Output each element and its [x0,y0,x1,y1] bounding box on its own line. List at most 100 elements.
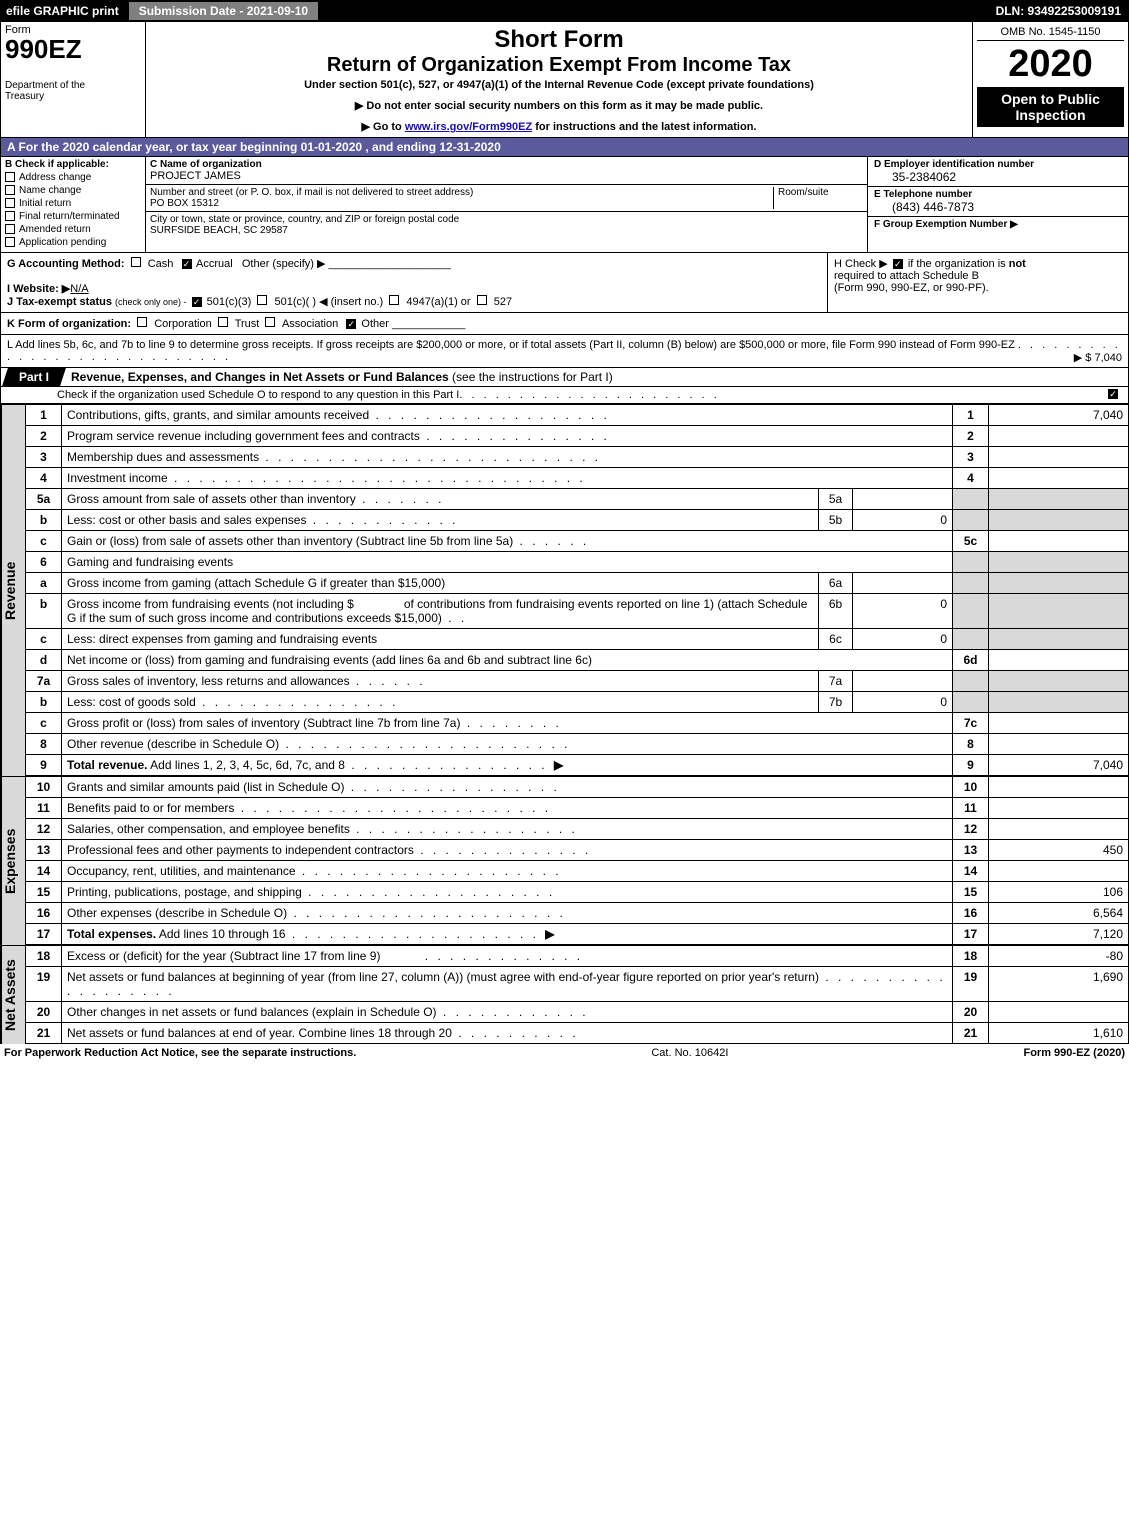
checkbox-icon [5,185,15,195]
chk-initial-return[interactable]: Initial return [5,198,141,209]
checkbox-icon[interactable] [477,295,487,305]
chk-final-return[interactable]: Final return/terminated [5,211,141,222]
top-bar: efile GRAPHIC print Submission Date - 20… [0,0,1129,22]
line-6c: cLess: direct expenses from gaming and f… [26,629,1129,650]
line-amt: 7,040 [989,755,1129,776]
short-form: Short Form [152,26,966,54]
checkbox-icon[interactable] [137,317,147,327]
footer-right-form: 990-EZ [1054,1047,1090,1059]
chk-label: Address change [19,172,91,183]
sub-amt [853,671,953,692]
hint2-suffix: for instructions and the latest informat… [532,121,756,133]
line-text: Gross amount from sale of assets other t… [67,492,356,506]
addr-label: Number and street (or P. O. box, if mail… [150,187,773,198]
checkbox-icon[interactable] [257,295,267,305]
city-label: City or town, state or province, country… [150,214,863,225]
hint-ssn: ▶ Do not enter social security numbers o… [152,99,966,112]
checkbox-icon [5,198,15,208]
irs-link[interactable]: www.irs.gov/Form990EZ [405,121,532,133]
footer-right: Form 990-EZ (2020) [1023,1047,1125,1059]
box-c-label: C Name of organization [150,159,863,170]
checkbox-checked-icon[interactable]: ✓ [182,259,192,269]
line-14: 14Occupancy, rent, utilities, and mainte… [26,861,1129,882]
header-title-cell: Short Form Return of Organization Exempt… [146,22,973,137]
checkbox-checked-icon[interactable]: ✓ [893,259,903,269]
part-i-title-note: (see the instructions for Part I) [452,370,613,384]
chk-application-pending[interactable]: Application pending [5,237,141,248]
org-name-row: C Name of organization PROJECT JAMES [146,157,867,185]
row-h-not: not [1009,258,1026,270]
line-text: Other revenue (describe in Schedule O) [67,737,279,751]
j-501c3: 501(c)(3) [207,296,252,308]
checkbox-icon [5,224,15,234]
row-h-text2: if the organization is [908,258,1006,270]
sub-amt: 0 [853,510,953,531]
sub-amt: 0 [853,629,953,650]
g-accrual: Accrual [196,258,233,270]
net-assets-label: Net Assets [1,945,25,1044]
dln: DLN: 93492253009191 [996,4,1129,18]
line-5a: 5aGross amount from sale of assets other… [26,489,1129,510]
line-amt: -80 [989,946,1129,967]
line-text: Less: cost of goods sold [67,695,196,709]
k-assoc: Association [282,318,338,330]
box-c: C Name of organization PROJECT JAMES Num… [146,157,868,252]
line-8: 8Other revenue (describe in Schedule O) … [26,734,1129,755]
line-text: Excess or (deficit) for the year (Subtra… [67,949,380,963]
chk-name-change[interactable]: Name change [5,185,141,196]
checkbox-checked-icon[interactable]: ✓ [346,319,356,329]
line-text: Net income or (loss) from gaming and fun… [62,650,953,671]
row-k-label: K Form of organization: [7,318,131,330]
checkbox-icon[interactable] [131,257,141,267]
footer-right-suf: (2020) [1090,1047,1125,1059]
row-j-label: J Tax-exempt status [7,296,112,308]
return-line: Return of Organization Exempt From Incom… [152,54,966,77]
line-19: 19Net assets or fund balances at beginni… [26,967,1129,1002]
tax-year: 2020 [977,41,1124,83]
row-i-label: I Website: ▶ [7,283,70,295]
sub-box: 6b [819,594,853,629]
footer-right-pre: Form [1023,1047,1054,1059]
line-2: 2Program service revenue including gover… [26,426,1129,447]
form-id-cell: Form 990EZ Department of the Treasury [1,22,146,137]
box-b: B Check if applicable: Address change Na… [1,157,146,252]
line-6b: bGross income from fundraising events (n… [26,594,1129,629]
line-amt [989,777,1129,798]
room-suite: Room/suite [773,187,863,209]
checkbox-checked-icon[interactable]: ✓ [192,297,202,307]
part-i-subtitle: Check if the organization used Schedule … [57,389,459,401]
row-gh: G Accounting Method: Cash ✓ Accrual Othe… [0,253,1129,313]
chk-address-change[interactable]: Address change [5,172,141,183]
checkbox-icon[interactable] [389,295,399,305]
chk-amended-return[interactable]: Amended return [5,224,141,235]
chk-label: Final return/terminated [19,211,120,222]
net-assets-table: 18Excess or (deficit) for the year (Subt… [25,945,1129,1044]
open-to-public: Open to Public Inspection [977,87,1124,127]
line-3: 3Membership dues and assessments . . . .… [26,447,1129,468]
k-trust: Trust [235,318,260,330]
checkbox-icon [5,172,15,182]
line-16: 16Other expenses (describe in Schedule O… [26,903,1129,924]
row-k: K Form of organization: Corporation Trus… [0,313,1129,335]
row-j-note: (check only one) - [115,297,187,307]
revenue-section: Revenue 1Contributions, gifts, grants, a… [0,404,1129,776]
line-6d: dNet income or (loss) from gaming and fu… [26,650,1129,671]
line-13: 13Professional fees and other payments t… [26,840,1129,861]
form-header: Form 990EZ Department of the Treasury Sh… [0,22,1129,138]
line-text: Less: cost or other basis and sales expe… [67,513,306,527]
checkbox-checked-icon[interactable]: ✓ [1108,389,1118,399]
row-l: L Add lines 5b, 6c, and 7b to line 9 to … [0,335,1129,368]
line-text: Gain or (loss) from sale of assets other… [67,534,513,548]
k-corp: Corporation [154,318,211,330]
line-5b: bLess: cost or other basis and sales exp… [26,510,1129,531]
line-text: Grants and similar amounts paid (list in… [67,780,344,794]
line-box: 9 [953,755,989,776]
checkbox-icon[interactable] [265,317,275,327]
header-right-cell: OMB No. 1545-1150 2020 Open to Public In… [973,22,1128,137]
line-amt: 7,040 [989,405,1129,426]
g-cash: Cash [148,258,174,270]
addr-value: PO BOX 15312 [150,198,773,209]
row-h: H Check ▶ ✓ if the organization is not r… [828,253,1128,312]
line-amt: 1,610 [989,1023,1129,1044]
checkbox-icon[interactable] [218,317,228,327]
